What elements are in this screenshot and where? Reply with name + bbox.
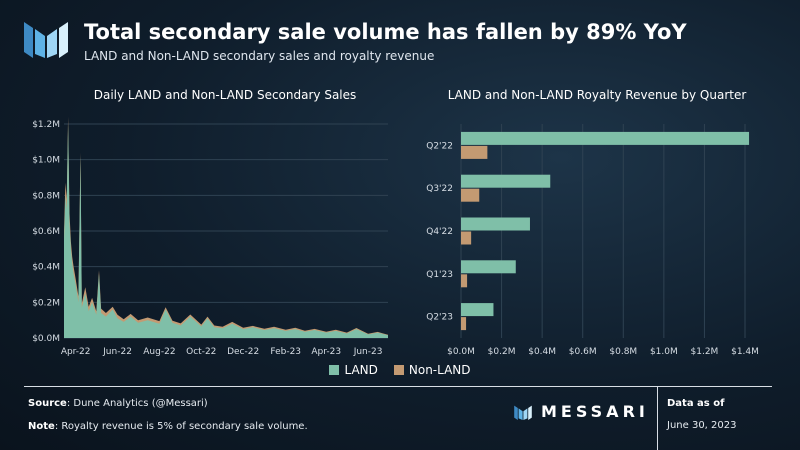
legend-swatch-nonland <box>393 365 404 375</box>
right-chart-y-axis: Q2'22 Q3'22 Q4'22 Q1'23 Q2'23 <box>426 141 453 322</box>
right-x-tick-label: $1.0M <box>650 347 678 357</box>
source-text: : Dune Analytics (@Messari) <box>66 398 208 409</box>
left-chart-x-axis: Apr-22 Jun-22 Aug-22 Oct-22 Dec-22 Feb-23 Apr-… <box>61 347 383 357</box>
bar-land <box>461 260 516 274</box>
bar-nonland <box>461 317 467 331</box>
left-y-tick-label: $0.4M <box>32 263 60 273</box>
right-y-tick-label: Q2'23 <box>426 313 453 323</box>
left-y-tick-label: $1.2M <box>32 120 60 130</box>
left-x-tick-label: Jun-22 <box>102 347 132 357</box>
footer-vertical-divider <box>657 386 658 450</box>
left-x-tick-label: Apr-22 <box>61 347 91 357</box>
bar-nonland <box>461 274 468 288</box>
brand-name: MESSARI <box>541 402 649 421</box>
left-x-tick-label: Oct-22 <box>186 347 216 357</box>
left-x-tick-label: Feb-23 <box>270 347 301 357</box>
legend-label-nonland: Non-LAND <box>408 363 471 377</box>
chart-legend: LAND Non-LAND <box>0 363 800 377</box>
left-y-tick-label: $0.2M <box>32 298 60 308</box>
right-y-tick-label: Q2'22 <box>426 141 453 151</box>
right-x-tick-label: $0.2M <box>488 347 516 357</box>
note-text: : Royalty revenue is 5% of secondary sal… <box>54 421 308 432</box>
bar-nonland <box>461 188 480 202</box>
left-x-tick-label: Dec-22 <box>227 347 259 357</box>
legend-label-land: LAND <box>344 363 378 377</box>
source-label: Source <box>28 398 67 409</box>
messari-logo <box>24 18 68 62</box>
right-x-tick-label: $0.4M <box>528 347 556 357</box>
left-y-tick-label: $1.0M <box>32 156 60 166</box>
left-y-tick-label: $0.8M <box>32 191 60 201</box>
right-y-tick-label: Q3'22 <box>426 184 453 194</box>
bar-land <box>461 174 551 188</box>
legend-item-land: LAND <box>329 363 378 377</box>
left-chart-title: Daily LAND and Non-LAND Secondary Sales <box>94 88 357 102</box>
right-y-tick-label: Q4'22 <box>426 227 453 237</box>
right-y-tick-label: Q1'23 <box>426 270 453 280</box>
area-series-land <box>64 124 388 338</box>
bar-nonland <box>461 231 472 245</box>
legend-item-nonland: Non-LAND <box>393 363 471 377</box>
source-note: Source: Dune Analytics (@Messari) <box>28 398 208 409</box>
legend-swatch-land <box>329 365 340 375</box>
right-x-tick-label: $1.4M <box>731 347 759 357</box>
right-chart-bars <box>461 131 750 331</box>
footer-divider <box>24 386 772 387</box>
page-subtitle: LAND and Non-LAND secondary sales and ro… <box>84 49 435 63</box>
left-chart-series <box>64 116 388 339</box>
bar-land <box>461 131 750 145</box>
as-of-date: June 30, 2023 <box>667 420 737 431</box>
left-chart-grid <box>64 123 388 339</box>
left-y-tick-label: $0.0M <box>32 334 60 344</box>
bar-land <box>461 217 530 231</box>
brand-mark: MESSARI <box>512 402 649 421</box>
right-chart-x-axis: $0.0M $0.2M $0.4M $0.6M $0.8M $1.0M $1.2M $1.4M <box>447 347 759 357</box>
footnote: Note: Royalty revenue is 5% of secondary… <box>28 421 308 432</box>
left-x-tick-label: Jun-23 <box>353 347 383 357</box>
as-of-label: Data as of <box>667 398 725 409</box>
left-chart-y-axis: $0.0M $0.2M $0.4M $0.6M $0.8M $1.0M $1.2M <box>32 120 60 344</box>
page-title: Total secondary sale volume has fallen b… <box>84 20 687 44</box>
right-x-tick-label: $0.8M <box>609 347 637 357</box>
area-series-nonland <box>64 116 388 339</box>
brand-logo-icon <box>514 405 532 420</box>
right-x-tick-label: $0.0M <box>447 347 475 357</box>
bar-nonland <box>461 145 488 159</box>
left-y-tick-label: $0.6M <box>32 227 60 237</box>
left-x-tick-label: Aug-22 <box>143 347 175 357</box>
bar-land <box>461 303 494 317</box>
right-chart-title: LAND and Non-LAND Royalty Revenue by Qua… <box>448 88 747 102</box>
note-label: Note <box>28 421 55 432</box>
left-x-tick-label: Apr-23 <box>311 347 341 357</box>
right-x-tick-label: $0.6M <box>569 347 597 357</box>
right-x-tick-label: $1.2M <box>691 347 719 357</box>
right-chart-grid <box>460 124 746 338</box>
